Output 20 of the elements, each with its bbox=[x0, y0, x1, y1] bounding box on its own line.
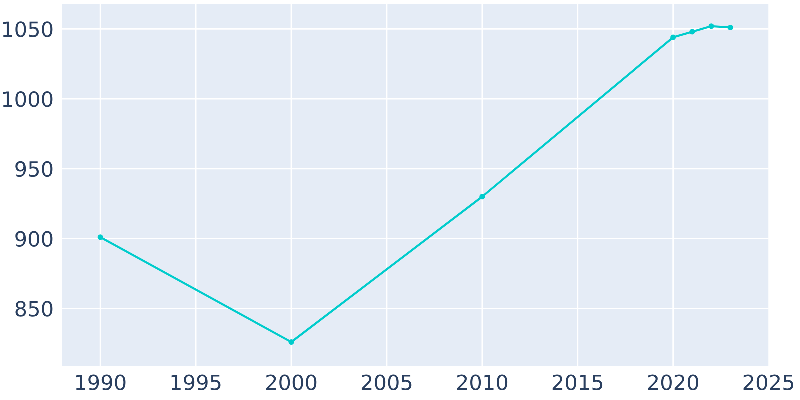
point bbox=[708, 24, 714, 30]
x-tick-label: 1995 bbox=[172, 374, 221, 390]
point bbox=[728, 24, 734, 31]
x-tick-label: 2005 bbox=[362, 374, 412, 390]
point bbox=[690, 29, 696, 35]
y-tick-label: 1050 bbox=[3, 22, 53, 38]
y-tick-label: 950 bbox=[16, 161, 53, 178]
y-tick-label: 1000 bbox=[3, 91, 53, 108]
y-tick-label: 900 bbox=[16, 231, 53, 248]
x-tick-label: 2010 bbox=[457, 374, 508, 390]
x-tick-label: 1990 bbox=[76, 374, 126, 390]
point bbox=[480, 194, 486, 200]
x-tick-label: 2020 bbox=[648, 374, 698, 390]
point bbox=[98, 234, 104, 240]
x-tick-label: 2015 bbox=[552, 374, 603, 390]
y-tick-label: 850 bbox=[16, 301, 53, 317]
x-tick-label: 2025 bbox=[744, 374, 794, 390]
x-tick-label: 2000 bbox=[266, 374, 317, 390]
point bbox=[670, 34, 676, 40]
point bbox=[288, 339, 294, 346]
